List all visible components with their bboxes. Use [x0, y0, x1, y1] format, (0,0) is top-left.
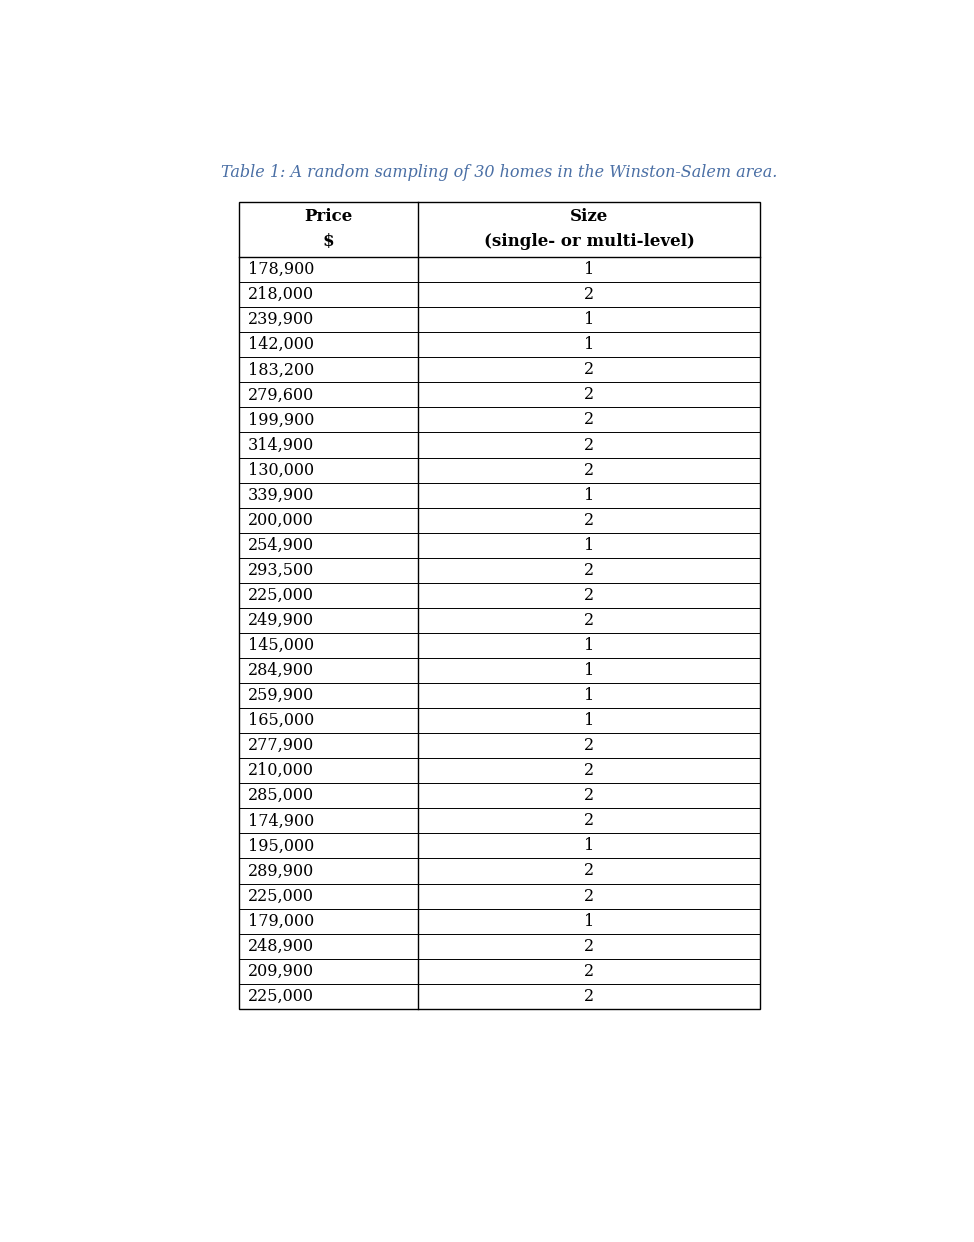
Text: 199,900: 199,900 — [247, 411, 315, 428]
Text: 142,000: 142,000 — [247, 337, 314, 353]
Text: 225,000: 225,000 — [247, 587, 314, 604]
Text: $: $ — [322, 233, 334, 251]
Text: 314,900: 314,900 — [247, 436, 314, 453]
Text: Price: Price — [305, 209, 353, 226]
Text: 1: 1 — [583, 487, 594, 504]
Text: 2: 2 — [584, 462, 594, 478]
Text: 239,900: 239,900 — [247, 312, 314, 328]
Text: 1: 1 — [583, 687, 594, 704]
Text: 277,900: 277,900 — [247, 738, 314, 754]
Text: 259,900: 259,900 — [247, 687, 314, 704]
Text: 174,900: 174,900 — [247, 812, 314, 830]
Text: 1: 1 — [583, 261, 594, 278]
Text: 293,500: 293,500 — [247, 561, 314, 579]
Text: 209,900: 209,900 — [247, 963, 314, 980]
Text: 2: 2 — [584, 987, 594, 1005]
Text: 218,000: 218,000 — [247, 286, 314, 303]
Text: 2: 2 — [584, 411, 594, 428]
Text: 183,200: 183,200 — [247, 361, 314, 379]
Text: 1: 1 — [583, 837, 594, 854]
Text: 1: 1 — [583, 337, 594, 353]
Text: 210,000: 210,000 — [247, 763, 314, 779]
Text: 2: 2 — [584, 512, 594, 529]
Text: 200,000: 200,000 — [247, 512, 314, 529]
Text: 130,000: 130,000 — [247, 462, 314, 478]
Text: 2: 2 — [584, 587, 594, 604]
Text: 225,000: 225,000 — [247, 888, 314, 904]
Text: 2: 2 — [584, 888, 594, 904]
Text: 225,000: 225,000 — [247, 987, 314, 1005]
Text: 2: 2 — [584, 938, 594, 955]
Text: 1: 1 — [583, 913, 594, 929]
Text: 195,000: 195,000 — [247, 837, 314, 854]
Text: 2: 2 — [584, 787, 594, 805]
Text: 339,900: 339,900 — [247, 487, 315, 504]
Text: 285,000: 285,000 — [247, 787, 314, 805]
Text: Size: Size — [570, 209, 608, 226]
Text: 145,000: 145,000 — [247, 637, 314, 655]
Text: 254,900: 254,900 — [247, 537, 314, 554]
Text: 1: 1 — [583, 712, 594, 729]
Text: 2: 2 — [584, 612, 594, 628]
Text: 2: 2 — [584, 436, 594, 453]
Bar — [239, 201, 760, 1009]
Text: 1: 1 — [583, 537, 594, 554]
Text: 1: 1 — [583, 312, 594, 328]
Text: 179,000: 179,000 — [247, 913, 314, 929]
Text: 2: 2 — [584, 862, 594, 879]
Text: 284,900: 284,900 — [247, 662, 314, 679]
Text: (single- or multi-level): (single- or multi-level) — [483, 233, 694, 251]
Text: 289,900: 289,900 — [247, 862, 314, 879]
Text: 2: 2 — [584, 963, 594, 980]
Text: 2: 2 — [584, 812, 594, 830]
Text: 2: 2 — [584, 361, 594, 379]
Text: 165,000: 165,000 — [247, 712, 314, 729]
Text: 2: 2 — [584, 763, 594, 779]
Text: 2: 2 — [584, 561, 594, 579]
Text: 2: 2 — [584, 286, 594, 303]
Text: 1: 1 — [583, 637, 594, 655]
Text: 1: 1 — [583, 662, 594, 679]
Text: 178,900: 178,900 — [247, 261, 315, 278]
Text: 249,900: 249,900 — [247, 612, 314, 628]
Text: 279,600: 279,600 — [247, 386, 314, 404]
Text: 248,900: 248,900 — [247, 938, 314, 955]
Text: 2: 2 — [584, 386, 594, 404]
Text: 2: 2 — [584, 738, 594, 754]
Text: Table 1: A random sampling of 30 homes in the Winston-Salem area.: Table 1: A random sampling of 30 homes i… — [221, 164, 777, 181]
